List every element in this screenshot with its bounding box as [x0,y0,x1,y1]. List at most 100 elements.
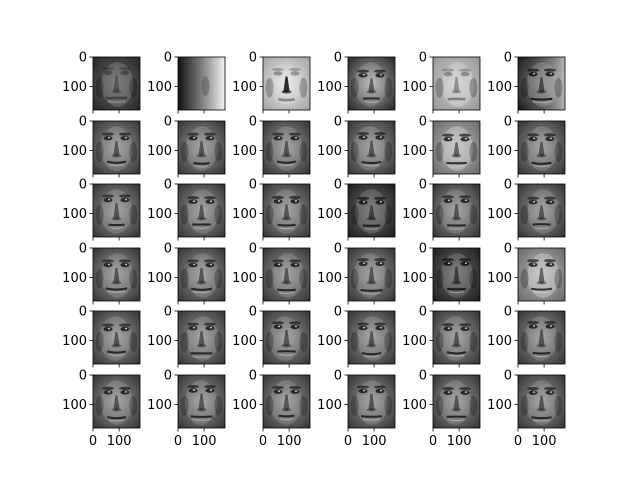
face-panel: 0 100 [232,242,311,305]
face-panel: 0 100 [487,242,566,305]
face-image [93,57,140,110]
panel-frame [347,247,396,302]
y-tick-label: 0 [164,242,172,257]
face-panel: 0 100 [487,51,566,114]
x-tick-label: 0 [344,434,352,449]
face-panel: 0 100 [232,305,311,368]
panel-frame [262,120,311,175]
y-tick-label: 0 [249,305,257,320]
y-tick-label: 0 [249,369,257,384]
panel-frame [432,247,481,302]
panel-frame [347,56,396,111]
panel-frame [347,120,396,175]
panel-frame [347,183,396,238]
y-tick-label: 100 [232,334,257,349]
face-panel: 0 100 0 100 [402,369,481,449]
y-tick-label: 0 [334,305,342,320]
y-tick-label: 100 [147,334,172,349]
y-tick-label: 0 [79,115,87,130]
panel-frame [177,247,226,302]
y-tick-label: 0 [504,369,512,384]
face-panel: 0 100 [62,242,141,305]
y-tick-label: 0 [419,242,427,257]
panel-frame [517,183,566,238]
face-panel: 0 100 [62,305,141,368]
face-image [433,57,480,110]
panel-frame [92,247,141,302]
x-tick-label: 100 [192,434,217,449]
y-tick-label: 0 [79,369,87,384]
y-tick-label: 100 [62,398,87,413]
panel-frame [177,56,226,111]
y-tick-label: 0 [334,369,342,384]
face-panel: 0 100 [487,178,566,241]
y-tick-label: 100 [317,207,342,222]
y-tick-label: 100 [487,80,512,95]
y-tick-label: 0 [504,115,512,130]
panel-frame [432,310,481,365]
x-tick-label: 100 [362,434,387,449]
panel-frame [347,374,396,429]
y-tick-label: 100 [402,334,427,349]
face-panel: 0 100 0 100 [317,369,396,449]
panel-frame [517,374,566,429]
y-tick-label: 0 [419,305,427,320]
y-tick-label: 100 [402,80,427,95]
y-tick-label: 100 [232,398,257,413]
panel-frame [177,183,226,238]
y-tick-label: 0 [79,242,87,257]
panel-frame [262,183,311,238]
panel-frame [177,374,226,429]
y-tick-label: 0 [164,115,172,130]
y-tick-label: 0 [164,369,172,384]
x-tick-label: 100 [277,434,302,449]
y-tick-label: 0 [419,115,427,130]
x-tick-label: 100 [107,434,132,449]
y-tick-label: 100 [232,80,257,95]
y-tick-label: 0 [419,178,427,193]
y-tick-label: 0 [79,178,87,193]
face-panel: 0 100 [147,242,226,305]
face-panel: 0 100 [147,115,226,178]
y-tick-label: 100 [402,144,427,159]
panel-frame [517,310,566,365]
y-tick-label: 0 [79,51,87,66]
panel-frame [262,247,311,302]
y-tick-label: 100 [147,398,172,413]
y-tick-label: 100 [62,334,87,349]
face-panel: 0 100 [317,178,396,241]
face-panel: 0 100 [317,51,396,114]
panel-frame [92,374,141,429]
panel-frame [177,310,226,365]
panel-frame [92,310,141,365]
face-panel: 0 100 0 100 [487,369,566,449]
face-panel: 0 100 [317,305,396,368]
y-tick-label: 100 [402,271,427,286]
y-tick-label: 0 [504,242,512,257]
y-tick-label: 0 [249,242,257,257]
y-tick-label: 100 [317,334,342,349]
face-panel: 0 100 [232,115,311,178]
x-tick-label: 0 [174,434,182,449]
y-tick-label: 100 [147,271,172,286]
face-panel: 0 100 0 100 [147,369,226,449]
y-tick-label: 0 [334,115,342,130]
face-panel: 0 100 [402,242,481,305]
y-tick-label: 100 [402,207,427,222]
face-panel: 0 100 [402,51,481,114]
panel-frame [432,183,481,238]
y-tick-label: 100 [487,334,512,349]
face-panel: 0 100 [402,115,481,178]
face-panel: 0 100 0 100 [62,369,141,449]
face-panel: 0 100 [62,115,141,178]
y-tick-label: 0 [164,51,172,66]
y-tick-label: 100 [317,398,342,413]
y-tick-label: 0 [334,178,342,193]
face-panel: 0 100 0 100 [232,369,311,449]
y-tick-label: 0 [249,115,257,130]
face-panel: 0 100 [402,178,481,241]
y-tick-label: 100 [62,271,87,286]
panel-frame [262,56,311,111]
face-panel: 0 100 [147,305,226,368]
